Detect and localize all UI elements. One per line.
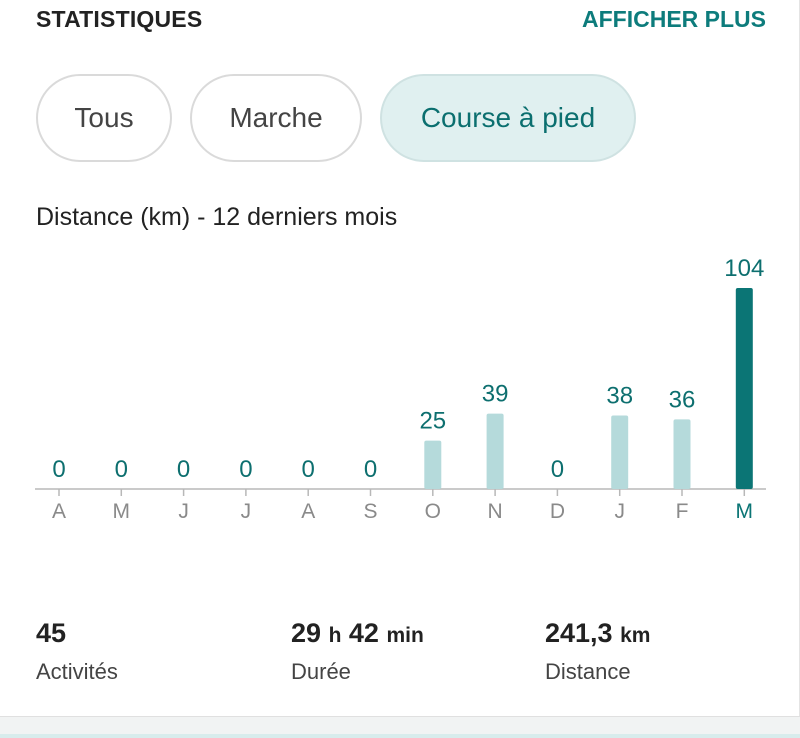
stat-distance: 241,3 km Distance xyxy=(545,618,650,685)
section-title: STATISTIQUES xyxy=(36,6,203,32)
bar-10[interactable] xyxy=(673,419,691,489)
value-label: 0 xyxy=(551,456,564,483)
value-labels: 0 0 0 0 0 0 25 39 0 38 36 104 xyxy=(52,255,764,483)
x-tick-label: J xyxy=(241,500,252,523)
x-tick-label: M xyxy=(113,500,131,523)
stat-distance-unit: km xyxy=(620,624,651,647)
value-label: 36 xyxy=(669,386,696,413)
x-tick-label: F xyxy=(676,500,689,523)
x-tick-label: A xyxy=(52,500,66,523)
stat-distance-label: Distance xyxy=(545,659,631,684)
distance-bar-chart: 0 0 0 0 0 0 25 39 0 38 36 104 A M J J A S O N D J F M xyxy=(35,255,766,523)
bar-7[interactable] xyxy=(486,413,504,489)
chart-title: Distance (km) - 12 derniers mois xyxy=(36,203,398,231)
value-label: 0 xyxy=(52,456,65,483)
bar-6[interactable] xyxy=(424,440,442,489)
statistics-card: STATISTIQUES AFFICHER PLUS Tous Marche C… xyxy=(35,0,800,720)
value-label: 25 xyxy=(419,408,446,435)
value-label: 38 xyxy=(606,383,633,410)
filter-chip-walking[interactable]: Marche xyxy=(190,74,362,162)
filter-chip-running[interactable]: Course à pied xyxy=(380,74,636,162)
stat-duration-value: 29 h 42 min xyxy=(291,618,424,649)
stat-duration-hours: 29 xyxy=(291,618,322,648)
x-tick-label: O xyxy=(425,500,441,523)
stat-duration: 29 h 42 min Durée xyxy=(291,618,424,685)
value-label: 0 xyxy=(177,456,190,483)
bars xyxy=(424,288,753,489)
value-label: 39 xyxy=(482,381,509,408)
x-tick-label: D xyxy=(550,500,565,523)
x-tick-label: J xyxy=(614,500,625,523)
header: STATISTIQUES AFFICHER PLUS xyxy=(36,6,766,36)
x-axis-ticks xyxy=(58,489,746,496)
stat-activities-label: Activités xyxy=(36,659,118,684)
stat-activities-value: 45 xyxy=(36,618,67,648)
stat-distance-value: 241,3 km xyxy=(545,618,650,649)
x-tick-label: S xyxy=(363,500,377,523)
stat-duration-hours-unit: h xyxy=(328,624,342,647)
value-label: 0 xyxy=(239,456,252,483)
value-label: 104 xyxy=(724,255,764,282)
show-more-link[interactable]: AFFICHER PLUS xyxy=(582,6,766,32)
x-tick-label: J xyxy=(178,500,189,523)
filter-chip-all[interactable]: Tous xyxy=(36,74,172,162)
stat-duration-label: Durée xyxy=(291,659,351,684)
next-card-edge xyxy=(0,716,800,738)
stat-duration-minutes-unit: min xyxy=(386,624,424,647)
bar-11[interactable] xyxy=(735,288,753,489)
x-tick-label: A xyxy=(301,500,315,523)
bar-9[interactable] xyxy=(611,415,629,489)
value-label: 0 xyxy=(115,456,128,483)
stats-summary: 45 Activités 29 h 42 min Durée 241,3 km … xyxy=(36,618,766,688)
x-tick-label: M xyxy=(736,500,754,523)
x-tick-label: N xyxy=(488,500,503,523)
stat-activities: 45 Activités xyxy=(36,618,118,685)
value-label: 0 xyxy=(364,456,377,483)
stat-duration-minutes: 42 xyxy=(348,618,379,648)
stat-distance-number: 241,3 xyxy=(545,618,613,648)
value-label: 0 xyxy=(302,456,315,483)
